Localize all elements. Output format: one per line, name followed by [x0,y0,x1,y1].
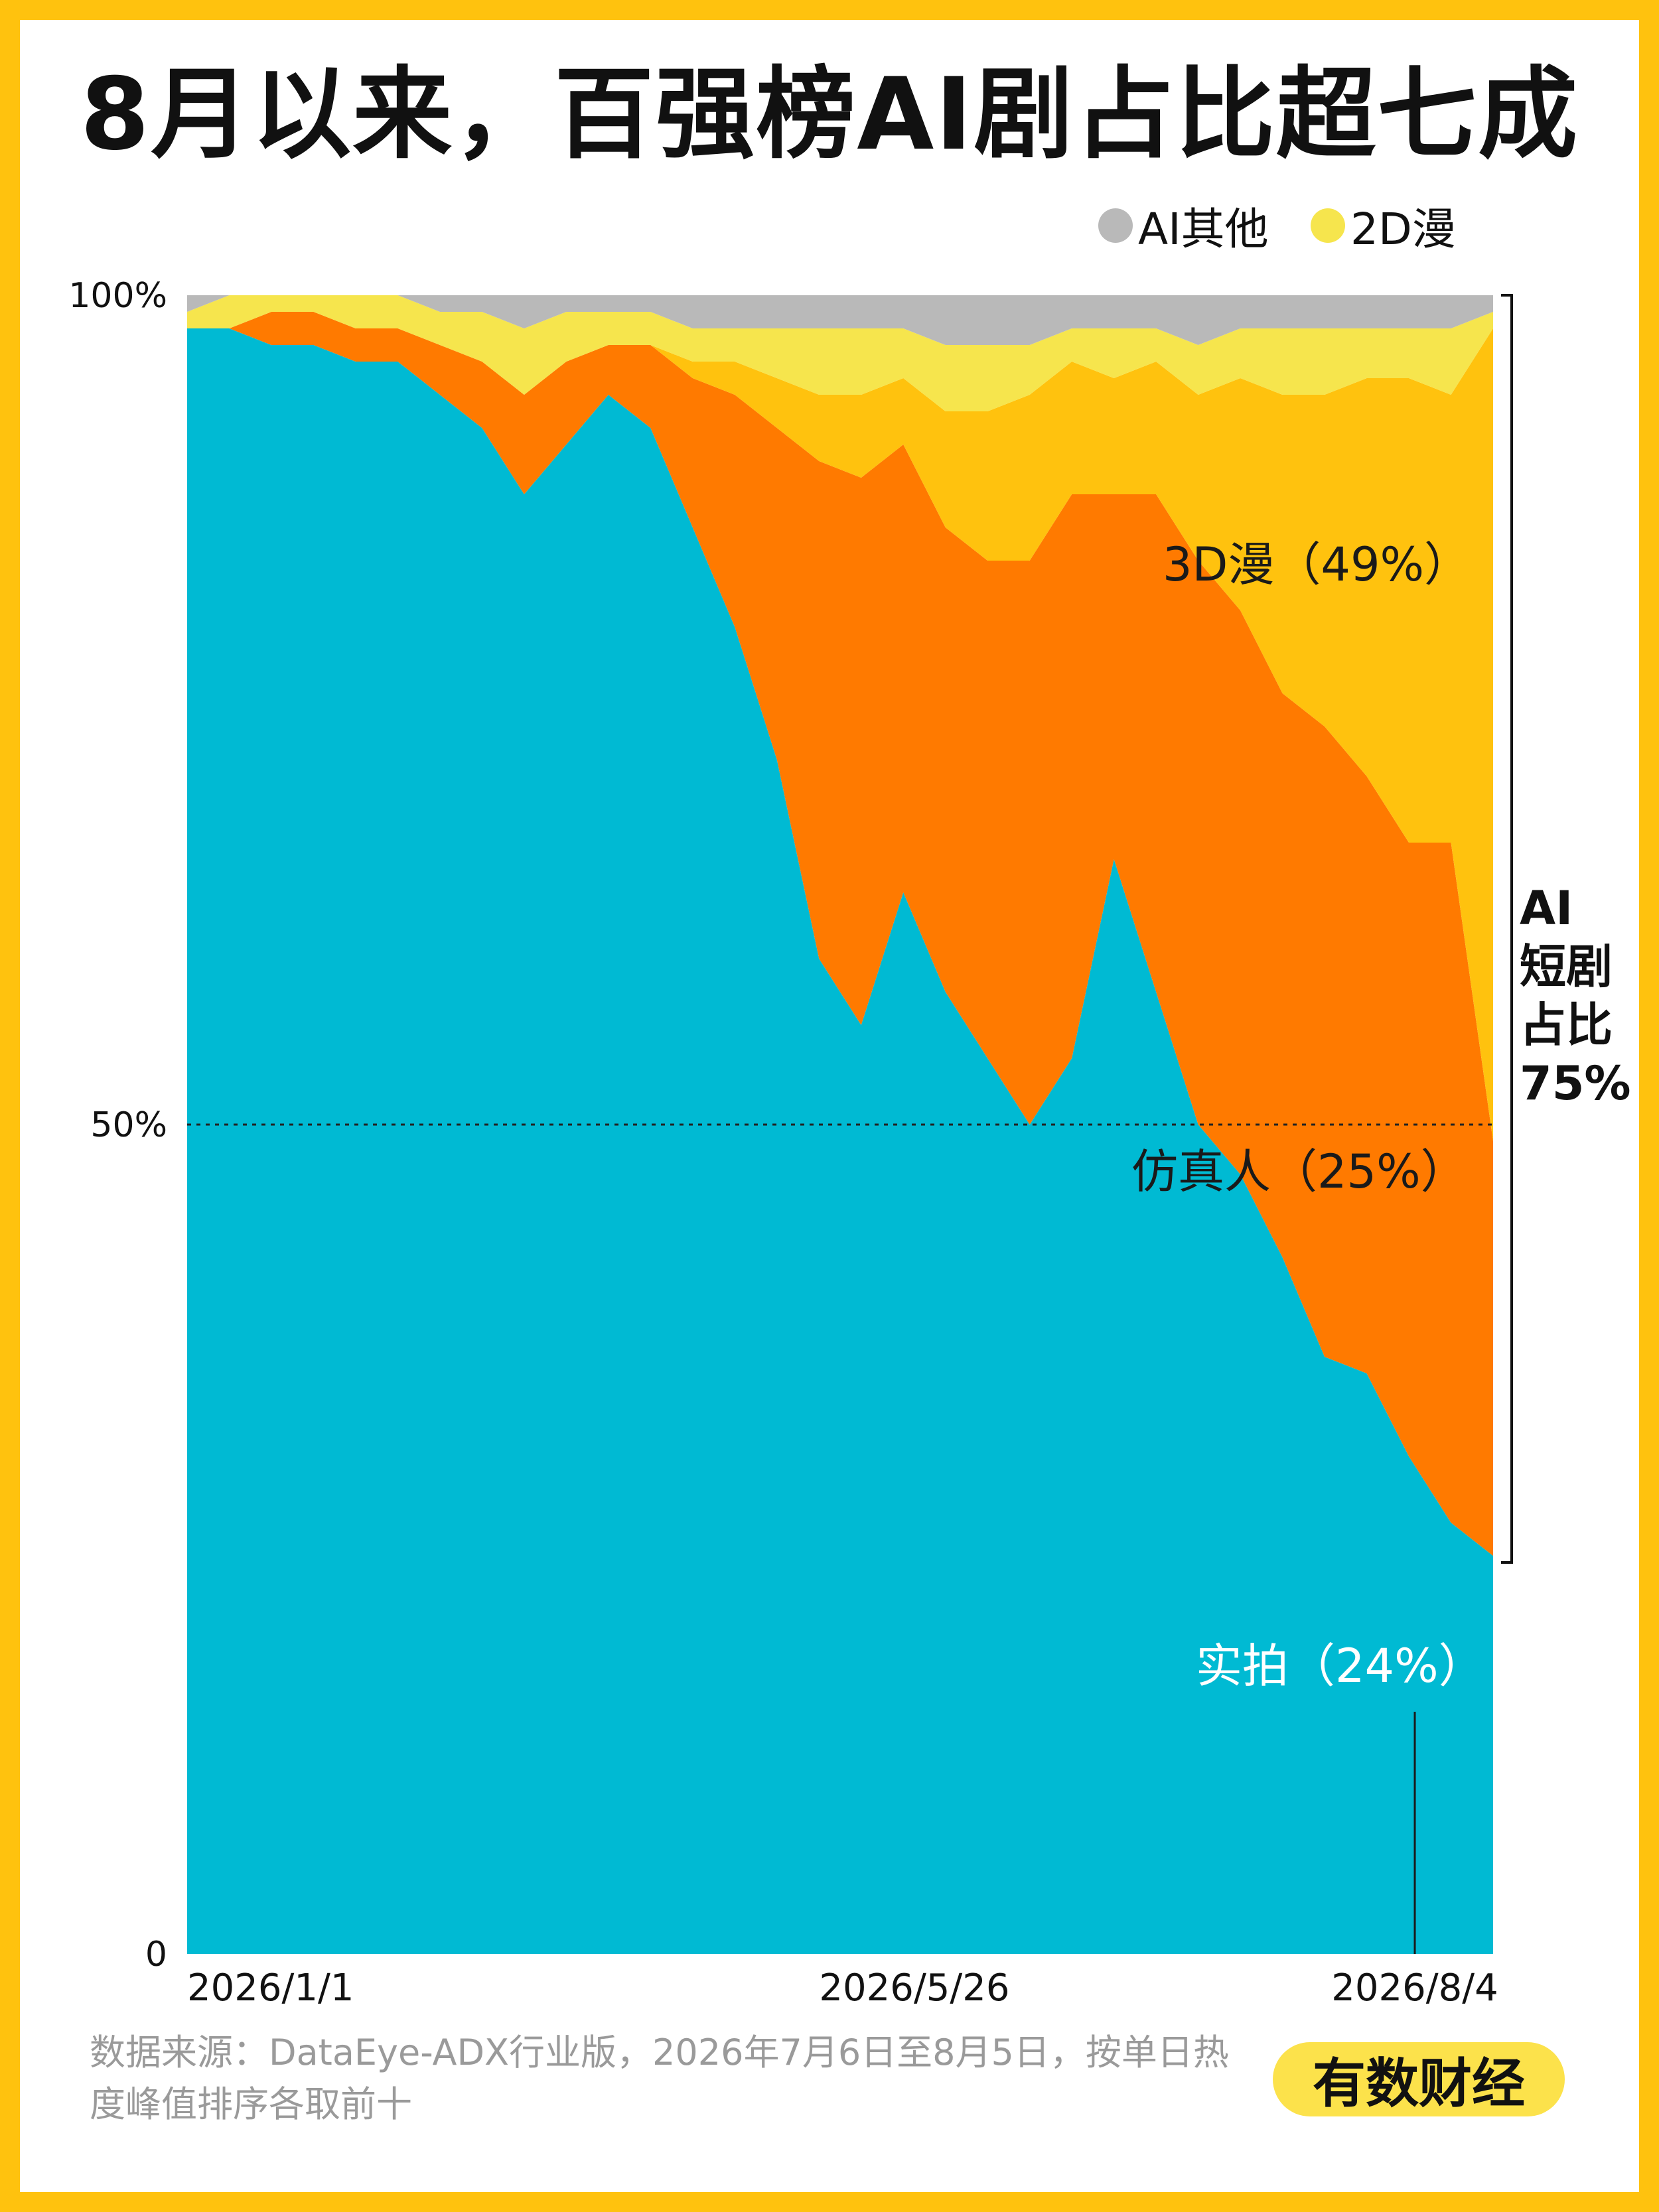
series-labels: 实拍（24%） 仿真人（25%） 3D漫（49%） [1131,537,1485,1693]
area-series-仿真人 [187,312,1493,1556]
brand-logo-text: 有数财经 [1313,2053,1525,2114]
chart-title: 8月以来，百强榜AI剧占比超七成 [80,57,1579,173]
x-tick-label: 2026/8/4 [1331,1967,1498,2010]
area-series-3D漫 [187,312,1493,1141]
series-label-3D漫: 3D漫（49%） [1163,537,1471,592]
x-tick-label: 2026/5/26 [819,1967,1009,2010]
stacked-area-chart: 0 50% 100% 2026/1/1 2026/5/26 2026/8/4 实拍（24%… [68,276,1513,2010]
y-tick-label: 50% [90,1105,167,1145]
area-series-实拍 [187,328,1493,1954]
area-series-AI其他 [187,295,1493,345]
axis-ticks: 0 50% 100% 2026/1/1 2026/5/26 2026/8/4 [68,276,1498,2010]
brand-badge: 有数财经 [1273,2042,1565,2116]
series-label-实拍: 实拍（24%） [1196,1639,1485,1693]
source-note: 数据来源：DataEye-ADX行业版，2026年7月6日至8月5日，按单日热度… [90,2032,1229,2125]
ai-share-annotation: AI 短剧 占比 75% [1520,879,1639,1113]
ai-share-bracket [1501,294,1513,1564]
ai-share-line: 75% [1520,1056,1631,1111]
legend-label-2d-anime: 2D漫 [1350,204,1456,255]
legend-label-ai-other: AI其他 [1138,204,1269,255]
ai-share-line: 短剧 [1520,939,1613,994]
legend-item-ai-other: AI其他 [1098,202,1269,255]
y-tick-label: 100% [68,276,167,316]
ai-share-line: 占比 [1520,998,1613,1052]
y-tick-label: 0 [145,1935,167,1974]
ai-share-line: AI [1520,881,1573,935]
x-tick-label: 2026/1/1 [187,1967,354,2010]
legend-item-2d-anime: 2D漫 [1311,202,1456,255]
legend-swatch-2d-anime [1311,208,1345,243]
area-layer [187,295,1493,1954]
series-label-仿真人: 仿真人（25%） [1131,1144,1467,1199]
legend-swatch-ai-other [1098,208,1133,243]
